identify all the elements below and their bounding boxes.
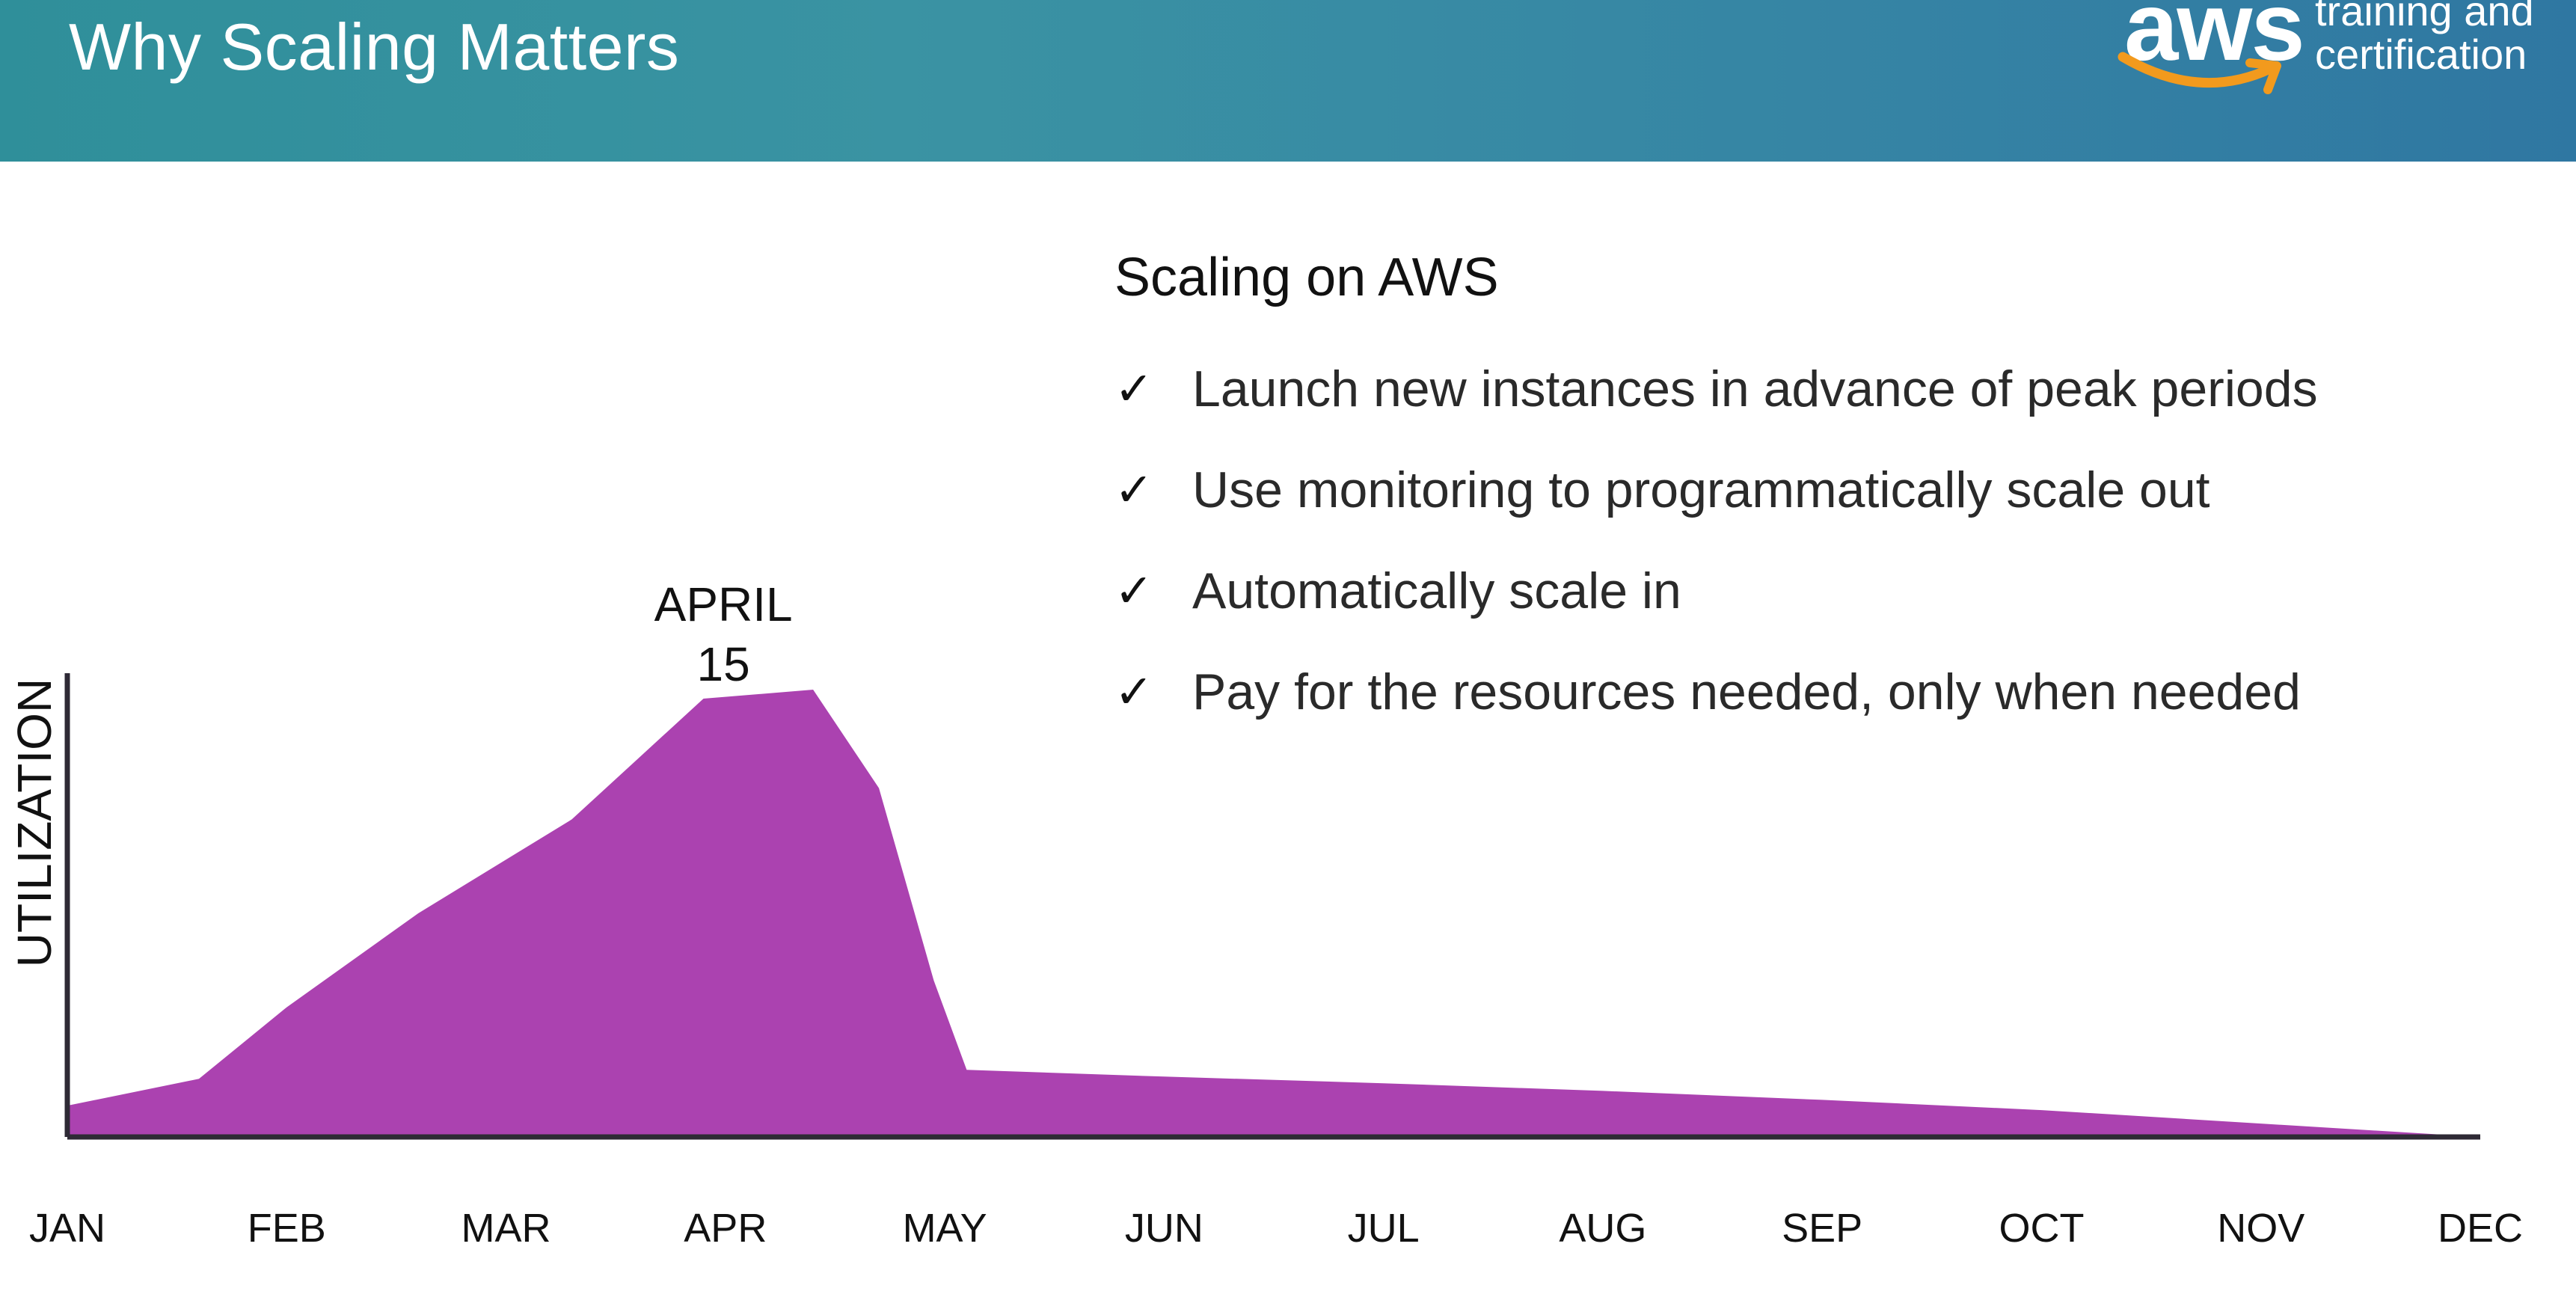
bullet-text: Pay for the resources needed, only when … — [1192, 663, 2301, 720]
bullet-list: ✓ Launch new instances in advance of peak… — [1114, 338, 2318, 742]
x-tick-label: MAY — [903, 1206, 987, 1251]
utilization-chart: UTILIZATION JAN FEB MAR APR MAY JUN JUL AUG SEP OC… — [7, 577, 2523, 1251]
logo-text: training and certification — [2315, 0, 2534, 76]
bullet-item: ✓ Use monitoring to programmatically scal… — [1114, 439, 2318, 540]
bullet-text: Use monitoring to programmatically scale… — [1192, 461, 2210, 518]
slide-title: Why Scaling Matters — [69, 10, 680, 84]
y-axis-label: UTILIZATION — [7, 678, 61, 967]
x-tick-label: APR — [684, 1206, 767, 1251]
x-tick-label: SEP — [1782, 1206, 1862, 1251]
logo-text-line1: training and — [2315, 0, 2534, 34]
x-tick-label: JAN — [29, 1206, 105, 1251]
x-tick-label: OCT — [1999, 1206, 2084, 1251]
x-tick-label: DEC — [2438, 1206, 2523, 1251]
x-tick-label: JUN — [1125, 1206, 1203, 1251]
aws-logo: aws — [2109, 0, 2305, 105]
checkmark-icon: ✓ — [1114, 364, 1153, 415]
x-tick-label: FEB — [248, 1206, 326, 1251]
utilization-area — [67, 690, 2480, 1137]
checkmark-icon: ✓ — [1114, 465, 1153, 516]
peak-annotation-line2: 15 — [697, 637, 750, 691]
bullet-text: Automatically scale in — [1192, 562, 1681, 619]
x-tick-label: JUL — [1348, 1206, 1420, 1251]
scaling-panel: Scaling on AWS ✓ Launch new instances in … — [1114, 247, 2318, 742]
logo-text-line2: certification — [2315, 31, 2527, 78]
bullet-item: ✓ Pay for the resources needed, only when… — [1114, 641, 2318, 742]
bullet-item: ✓ Launch new instances in advance of peak… — [1114, 338, 2318, 439]
bullet-item: ✓ Automatically scale in — [1114, 540, 2318, 641]
bullet-text: Launch new instances in advance of peak … — [1192, 360, 2318, 417]
peak-annotation-line1: APRIL — [654, 577, 793, 631]
checkmark-icon: ✓ — [1114, 666, 1153, 718]
x-tick-label: AUG — [1559, 1206, 1646, 1251]
aws-smile-icon — [2117, 52, 2281, 94]
panel-heading: Scaling on AWS — [1114, 248, 1499, 307]
slide-header: Why Scaling Matters aws training and cer… — [0, 0, 2576, 162]
x-tick-label: NOV — [2217, 1206, 2304, 1251]
checkmark-icon: ✓ — [1114, 565, 1153, 617]
x-tick-label: MAR — [461, 1206, 551, 1251]
